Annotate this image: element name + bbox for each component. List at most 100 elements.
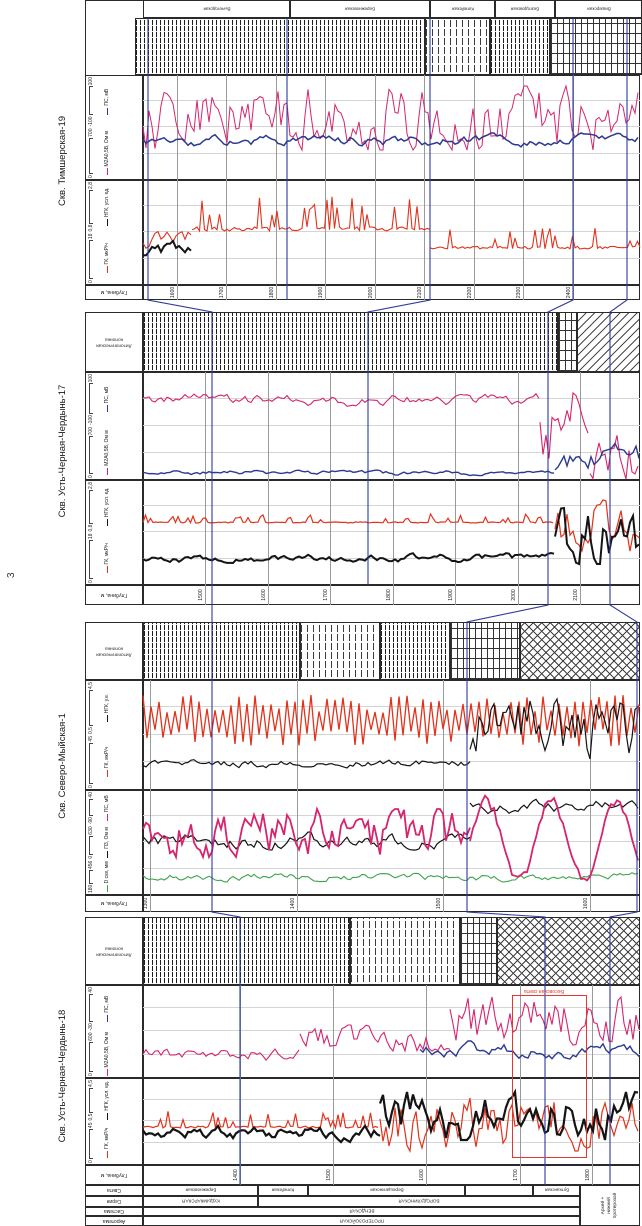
scale-bracket: [89, 1041, 93, 1073]
lithology-segment: [550, 18, 642, 75]
lithology-segment: [135, 18, 425, 75]
depth-grid-line: [205, 372, 206, 605]
curve-color-dash: [106, 1069, 108, 1076]
track-subgrid-line: [143, 867, 640, 869]
scale-bracket: [89, 689, 93, 727]
strat-col-label: Система: [86, 1208, 142, 1215]
scale-max: 18: [88, 533, 94, 540]
depth-header: Глубина, м: [85, 895, 143, 912]
curve-name-text: D скв, мм: [104, 861, 110, 884]
curve-name: D скв, мм: [104, 861, 110, 893]
strat-unit-cell: Безгодовская: [495, 0, 555, 18]
strat-cell-text: Бережновская: [185, 1188, 216, 1193]
curve-scale: 0 630: [88, 826, 94, 858]
scale-min: 0: [88, 785, 94, 788]
track-subgrid-line: [143, 815, 640, 817]
curve-name-text: ГК, мкР/ч: [104, 746, 110, 769]
curve-scale: 0,8 2,8: [88, 482, 94, 532]
curve-color-dash: [106, 467, 108, 475]
scale-bracket: [89, 993, 93, 1023]
curve-color-dash: [106, 1014, 108, 1022]
strat-cell: ПРОТЕРОЗОЙСКАЯ: [143, 1216, 580, 1226]
depth-grid-line: [573, 75, 574, 300]
log-track: [143, 680, 640, 790]
lithology-segment: [143, 312, 558, 372]
strat-cell: ПРОТЕРОЗОЙСКАЯ: [144, 1217, 579, 1225]
strat-cell-text: ПРОТЕРОЗОЙСКАЯ: [339, 1218, 384, 1224]
highlight-label-text: Бесовская свита: [523, 988, 564, 994]
curve-color-dash: [106, 850, 108, 858]
curve-color-dash: [106, 566, 108, 574]
curve-legend: 0 700 М2А0,5В, Ом м: [86, 128, 142, 180]
track-header: 0 600 М2А0,5В, Ом м -30 40 ПС, мВ: [85, 985, 143, 1078]
strat-col-label: Акротема: [86, 1217, 142, 1225]
curve-legend: -100 100 ПС, мВ: [86, 76, 142, 128]
depth-tick-label: 1700: [323, 589, 329, 601]
curve-scale: -100 100: [88, 374, 94, 425]
lithology-segment: [350, 917, 460, 985]
depth-tick-label: 1800: [585, 1169, 591, 1181]
page-number: 3: [6, 572, 17, 578]
depth-grid-line: [523, 75, 524, 300]
depth-tick-label: 1500: [198, 589, 204, 601]
curve-name: ГК, мкР/ч: [104, 534, 110, 584]
log-track: [143, 75, 640, 180]
litho-header-label: Литологическая колонка: [86, 623, 142, 679]
well-title: Скв. Тимшерская-19: [57, 115, 68, 207]
depth-grid-line: [455, 372, 456, 605]
scale-bracket: [89, 383, 93, 414]
curve-scale: 0 45: [88, 1123, 94, 1164]
curve-name-text: ГК, мкР/ч: [104, 243, 110, 265]
curve-color-dash: [106, 519, 108, 527]
scale-bracket: [89, 1129, 93, 1160]
depth-grid-line: [590, 680, 591, 912]
curve-legend: -100 100 ПС, мВ: [86, 373, 142, 426]
scale-min: 0,8: [88, 224, 94, 232]
strat-col-label-text: Свита: [106, 1187, 122, 1194]
strat-unit-cell: Вишерская: [555, 0, 642, 18]
strat-unit-label: Бережновская: [291, 1, 429, 17]
litho-header: Литологическая колонка: [85, 917, 143, 985]
scale-min: -90: [88, 817, 94, 825]
strat-col-label-text: Система: [103, 1208, 125, 1215]
scale-max: 2,8: [88, 182, 94, 189]
scale-max: 456: [88, 860, 94, 870]
curve-name: ГК, мкР/ч: [104, 234, 110, 284]
scale-min: 0: [88, 175, 94, 178]
scale-max: 600: [88, 1032, 94, 1041]
curve-scale: -100 100: [88, 77, 94, 127]
curve-legend: 0,8 2,8 НГК, усл. ед.: [86, 181, 142, 233]
track-header: 0 18 ГК, мкР/ч 0,8 2,8 НГК, усл. ед.: [85, 480, 143, 585]
scale-min: 0: [88, 855, 94, 859]
scale-max: 700: [88, 128, 94, 137]
track-subgrid-line: [143, 531, 640, 533]
depth-header-label: Глубина, м: [86, 1166, 142, 1184]
litho-header-label-text: Литологическая колонка: [96, 946, 132, 957]
log-track: [143, 480, 640, 585]
curve-name: ПС, мВ: [104, 77, 110, 127]
scale-min: 0: [88, 580, 94, 583]
strat-cell-text: Бутканская: [544, 1188, 569, 1193]
track-header: 0 18 ГК, мкР/ч 0,8 2,8 НГК, усл. ед.: [85, 180, 143, 285]
scale-max: 45: [88, 1122, 94, 1129]
basement-label: Архей + нижний протерозой: [601, 1192, 618, 1219]
depth-grid-line: [276, 75, 277, 300]
basement-cell: Архей + нижний протерозой: [580, 1185, 640, 1226]
depth-grid-line: [518, 372, 519, 605]
curve-scale: 0 18: [88, 234, 94, 284]
curve-name-text: ПС, мВ: [104, 386, 110, 404]
curve-name: ПС, мВ: [104, 792, 110, 824]
strat-cell: Копейская: [259, 1186, 307, 1195]
scale-min: 0: [88, 1073, 94, 1076]
strat-cell-text: ВЕНДСКАЯ: [349, 1209, 374, 1214]
scale-min: 0,5: [88, 1113, 94, 1121]
curve-name: М2А0,5В, Ом м: [104, 1033, 110, 1076]
depth-tick-label: 1500: [326, 1169, 332, 1181]
strat-cell: [465, 1185, 533, 1196]
scale-max: 18: [88, 233, 94, 240]
curve-legend: -90 40 ПС, мВ: [86, 791, 142, 825]
curve-legend: 180 456 D скв, мм: [86, 860, 142, 894]
litho-header-label-text: Литологическая колонка: [96, 337, 132, 348]
